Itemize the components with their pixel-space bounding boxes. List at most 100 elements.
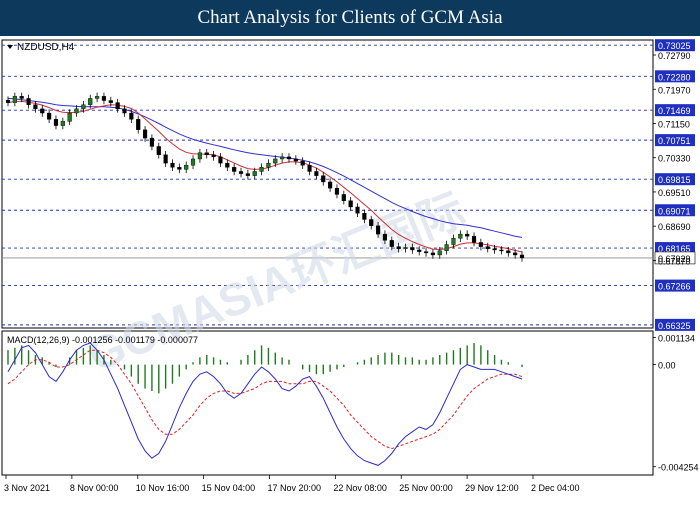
symbol-label: NZDUSD,H4 (17, 42, 75, 53)
candle-body (328, 181, 333, 189)
level-price-tag (655, 318, 695, 331)
candle-body (177, 167, 182, 170)
candle-body (238, 171, 244, 174)
candle-body (499, 249, 504, 252)
candle-body (437, 250, 442, 256)
candle-body (334, 187, 340, 195)
candle-body (12, 96, 17, 103)
candle-body (293, 158, 298, 162)
candle-body (142, 129, 148, 139)
candle-body (184, 165, 189, 170)
candle-body (362, 213, 367, 220)
level-price-tag (655, 242, 695, 255)
candle-body (458, 233, 463, 239)
candle-body (170, 162, 175, 168)
macd-panel[interactable] (1, 330, 654, 476)
chart-svg[interactable]: 0.73025 0.72280 0.71469 0.70751 0.69815 0.690… (0, 36, 700, 500)
candle-body (478, 242, 483, 247)
level-price-tag (655, 204, 695, 217)
candle-body (60, 121, 65, 126)
candle-body (396, 246, 401, 249)
candle-body (259, 167, 264, 172)
candle-body (382, 233, 388, 241)
price-tick-label: 0.68690 (658, 222, 691, 232)
candle-body (369, 219, 374, 226)
candle-body (149, 137, 155, 147)
candle-body (471, 235, 477, 243)
level-price-label: 0.73025 (658, 41, 691, 51)
candle-body (122, 108, 127, 114)
level-price-label: 0.70751 (658, 136, 691, 146)
candle-body (47, 112, 52, 120)
time-label: 25 Nov 00:00 (399, 483, 453, 493)
candle-body (485, 246, 490, 249)
candle-body (232, 167, 237, 172)
candle-body (115, 102, 120, 110)
price-panel[interactable] (1, 39, 654, 329)
time-label: 17 Nov 20:00 (268, 483, 322, 493)
page-header: Chart Analysis for Clients of GCM Asia (0, 0, 700, 36)
candle-body (53, 119, 59, 126)
time-label: 10 Nov 16:00 (136, 483, 190, 493)
candle-body (286, 156, 292, 160)
candle-body (417, 249, 422, 252)
candle-body (266, 162, 271, 168)
macd-tick-label: 0.001134 (658, 333, 695, 343)
level-price-label: 0.72280 (658, 72, 691, 82)
candle-body (5, 99, 11, 103)
candle-body (88, 98, 93, 105)
candle-body (519, 254, 525, 259)
macd-signal-line (7, 349, 523, 450)
candle-body (26, 98, 31, 105)
candle-body (136, 119, 141, 130)
candle-body (375, 225, 381, 235)
candle-body (273, 158, 278, 164)
candle-body (163, 154, 168, 164)
candle-body (314, 171, 319, 176)
candle-body (197, 152, 202, 160)
current-price-tag (654, 251, 696, 265)
current-price-label: 0.67929 (658, 254, 691, 264)
level-price-tag (655, 70, 695, 83)
time-label: 22 Nov 08:00 (333, 483, 387, 493)
macd-tick-label: -0.004254 (658, 463, 699, 473)
chart-window[interactable]: 0.73025 0.72280 0.71469 0.70751 0.69815 0.690… (0, 36, 700, 500)
candle-body (101, 96, 107, 101)
candle-body (225, 162, 230, 168)
slow-ma-line (7, 97, 523, 238)
candle-body (33, 104, 38, 110)
candle-body (513, 252, 518, 256)
price-tick-label: 0.71970 (658, 85, 691, 95)
time-label: 29 Nov 12:00 (465, 483, 519, 493)
price-tick-label: 0.70330 (658, 154, 691, 164)
candle-body (204, 152, 209, 155)
candle-body (245, 173, 250, 176)
price-tick-label: 0.72790 (658, 51, 691, 61)
candle-body (81, 104, 86, 110)
price-tick-label: 0.67870 (658, 256, 691, 266)
candle-body (451, 238, 456, 245)
candle-body (19, 96, 24, 99)
fast-ma-line (7, 100, 523, 253)
level-price-tag (655, 279, 695, 292)
level-price-label: 0.69071 (658, 206, 691, 216)
level-price-tag (655, 173, 695, 186)
dropdown-triangle-icon[interactable] (7, 45, 13, 49)
candle-body (74, 108, 79, 114)
time-label: 8 Nov 00:00 (70, 483, 119, 493)
level-price-tag (655, 104, 695, 117)
price-tick-label: 0.69510 (658, 188, 691, 198)
candle-body (444, 244, 449, 251)
page-title: Chart Analysis for Clients of GCM Asia (197, 7, 503, 28)
level-price-label: 0.71469 (658, 106, 691, 116)
candle-body (300, 160, 305, 166)
price-tick-label: 0.71150 (658, 119, 690, 129)
level-price-tag (655, 134, 695, 147)
macd-tick-label: 0.00 (658, 361, 676, 371)
candle-body (67, 112, 72, 122)
macd-label: MACD(12,26,9) -0.001256 -0.001179 -0.000… (7, 335, 198, 345)
candle-body (129, 112, 134, 120)
candle-body (321, 175, 326, 183)
candle-body (95, 96, 100, 99)
candle-body (430, 252, 435, 256)
